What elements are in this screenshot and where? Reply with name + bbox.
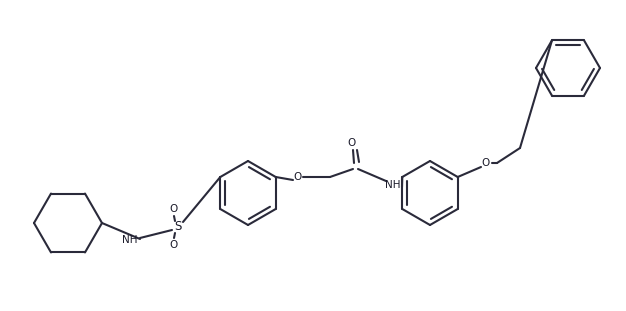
Text: O: O xyxy=(170,240,178,250)
Text: NH: NH xyxy=(385,180,401,190)
Text: NH: NH xyxy=(122,235,138,245)
Text: S: S xyxy=(174,220,182,234)
Text: O: O xyxy=(170,204,178,214)
Text: O: O xyxy=(348,138,356,148)
Text: O: O xyxy=(294,172,302,182)
Text: O: O xyxy=(482,158,490,168)
